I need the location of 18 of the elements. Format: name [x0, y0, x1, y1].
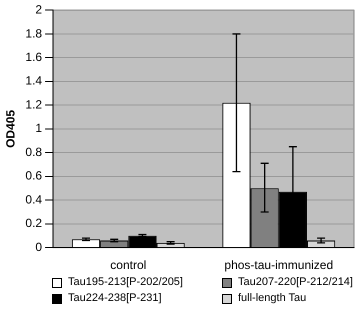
x-tick-label: phos-tau-immunized [224, 258, 334, 272]
legend-label: full-length Tau [238, 292, 306, 305]
y-tick-label: 0.8 [25, 144, 42, 159]
x-tick-label: control [110, 258, 146, 272]
y-axis-title: OD405 [4, 110, 18, 148]
y-tick-label: 0.6 [25, 168, 42, 183]
y-tick-label: 1.4 [25, 74, 42, 88]
legend-label: Tau224-238[P-231] [68, 292, 162, 305]
legend-label: Tau207-220[P-212/214] [238, 276, 353, 289]
y-tick-label: 2 [35, 2, 42, 17]
y-tick-label: 0.2 [25, 216, 42, 230]
y-tick-label: 1.2 [25, 97, 42, 112]
y-tick-label: 0 [35, 240, 42, 254]
legend-label: Tau195-213[P-202/205] [68, 276, 183, 289]
y-tick-label: 0.4 [25, 192, 42, 206]
y-tick-label: 1.6 [25, 50, 42, 64]
y-tick-label: 1.8 [25, 26, 42, 40]
y-tick-label: 1 [35, 121, 42, 136]
